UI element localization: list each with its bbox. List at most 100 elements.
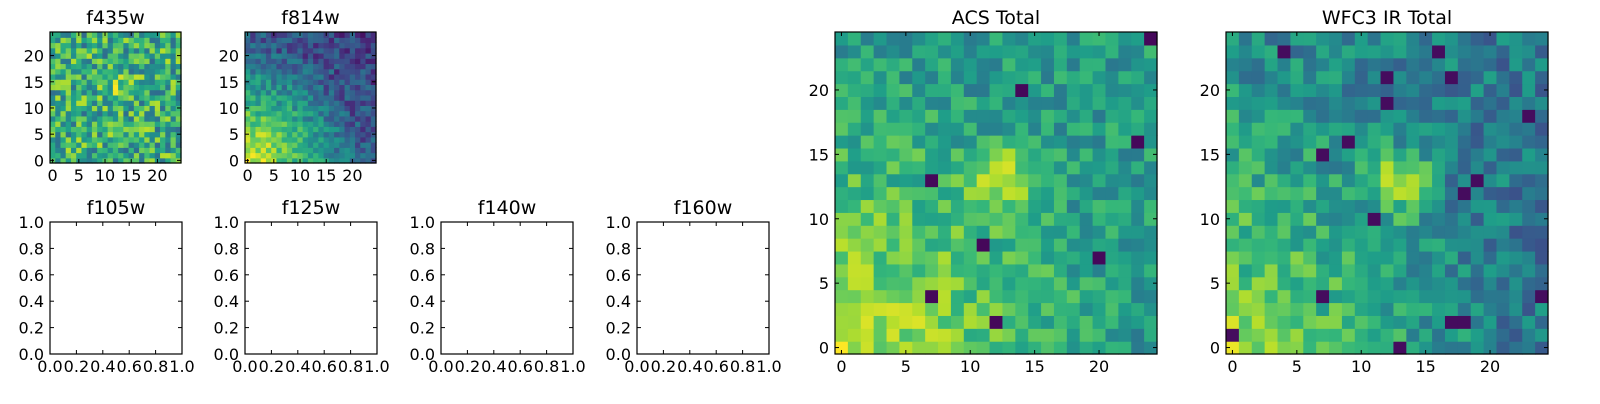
heatmap-cell	[175, 73, 182, 80]
heatmap-cell	[1406, 276, 1420, 291]
heatmap-cell	[281, 136, 288, 143]
heatmap-cell	[1290, 109, 1304, 123]
heatmap-cell	[1105, 147, 1119, 162]
heatmap-cell	[1496, 96, 1510, 110]
heatmap-cell	[1105, 83, 1119, 97]
heatmap-cell	[292, 42, 298, 49]
heatmap-cell	[1329, 225, 1343, 239]
heatmap-cell	[1238, 315, 1253, 329]
heatmap-cell	[1393, 147, 1407, 162]
heatmap-cell	[938, 96, 952, 110]
heatmap-cell	[76, 58, 83, 65]
heatmap-cell	[165, 126, 172, 133]
heatmap-cell	[76, 42, 83, 49]
heatmap-cell	[292, 157, 298, 164]
heatmap-cell	[133, 100, 140, 106]
heatmap-cell	[265, 147, 272, 154]
heatmap-cell	[318, 58, 325, 65]
heatmap-cell	[1264, 263, 1279, 278]
heatmap-cell	[963, 70, 978, 85]
x-tick-label: 20	[147, 166, 167, 185]
heatmap-cell	[86, 94, 93, 101]
heatmap-cell	[1316, 315, 1330, 329]
heatmap-cell	[873, 302, 888, 316]
heatmap-cell	[912, 160, 926, 175]
heatmap-cell	[133, 110, 140, 117]
heatmap-cell	[260, 126, 267, 133]
heatmap-cell	[334, 105, 340, 112]
heatmap-cell	[1290, 135, 1304, 149]
heatmap-cell	[925, 263, 939, 278]
heatmap-cell	[160, 89, 166, 96]
heatmap-cell	[107, 73, 114, 80]
heatmap-cell	[1028, 44, 1042, 59]
heatmap-cell	[1393, 96, 1407, 110]
heatmap-cell	[139, 42, 145, 49]
heatmap-cell	[835, 263, 849, 278]
heatmap-cell	[1316, 341, 1330, 355]
heatmap-cell	[118, 79, 124, 85]
heatmap-cell	[255, 79, 262, 85]
heatmap-cell	[1329, 173, 1343, 188]
heatmap-cell	[1041, 186, 1055, 201]
heatmap-cell	[271, 100, 278, 106]
heatmap-cell	[281, 142, 288, 148]
heatmap-cell	[334, 147, 340, 154]
heatmap-cell	[133, 73, 140, 80]
heatmap-cell	[1419, 109, 1433, 123]
heatmap-cell	[323, 68, 330, 75]
heatmap-cell	[1470, 276, 1485, 291]
heatmap-cell	[255, 42, 262, 49]
heatmap-cell	[835, 135, 849, 149]
heatmap-cell	[160, 47, 166, 54]
heatmap-cell	[118, 68, 124, 75]
heatmap-cell	[165, 152, 172, 159]
heatmap-cell	[91, 58, 98, 65]
heatmap-cell	[97, 63, 103, 70]
heatmap-cell	[170, 157, 177, 164]
heatmap-cell	[323, 131, 330, 138]
heatmap-cell	[1092, 199, 1107, 213]
heatmap-cell	[1079, 44, 1094, 59]
heatmap-cell	[107, 52, 114, 59]
heatmap-cell	[1144, 147, 1158, 162]
heatmap-cell	[1393, 44, 1407, 59]
heatmap-cell	[165, 79, 172, 85]
heatmap-cell	[70, 37, 77, 44]
heatmap-cell	[1419, 83, 1433, 97]
heatmap-cell	[360, 121, 367, 127]
heatmap-cell	[1354, 70, 1369, 85]
heatmap-cell	[102, 42, 109, 49]
heatmap-cell	[328, 110, 335, 117]
heatmap-cell	[1277, 83, 1291, 97]
heatmap-cell	[1118, 32, 1132, 46]
heatmap-cell	[976, 302, 991, 316]
heatmap-cell	[1053, 96, 1068, 110]
heatmap-cell	[847, 302, 862, 316]
heatmap-cell	[1118, 341, 1132, 355]
heatmap-cell	[1444, 109, 1459, 123]
heatmap-cell	[107, 110, 114, 117]
y-tick-label: 0.4	[410, 292, 435, 311]
heatmap-cell	[318, 42, 325, 49]
heatmap-cell	[255, 110, 262, 117]
heatmap-cell	[276, 63, 283, 70]
heatmap-cell	[344, 37, 351, 44]
heatmap-cell	[1105, 173, 1119, 188]
heatmap-cell	[292, 47, 298, 54]
heatmap-cell	[1053, 160, 1068, 175]
heatmap-cell	[1238, 83, 1253, 97]
heatmap-cell	[1066, 147, 1081, 162]
heatmap-cell	[81, 89, 88, 96]
heatmap-cell	[1264, 341, 1279, 355]
heatmap-cell	[1316, 289, 1330, 304]
heatmap-cell	[1329, 212, 1343, 226]
heatmap-cell	[286, 147, 293, 154]
heatmap-cell	[281, 68, 288, 75]
heatmap-cell	[313, 79, 319, 85]
heatmap-cell	[344, 126, 351, 133]
heatmap-cell	[297, 136, 304, 143]
heatmap-cell	[1432, 212, 1446, 226]
heatmap-cell	[255, 105, 262, 112]
heatmap-cell	[65, 121, 72, 127]
